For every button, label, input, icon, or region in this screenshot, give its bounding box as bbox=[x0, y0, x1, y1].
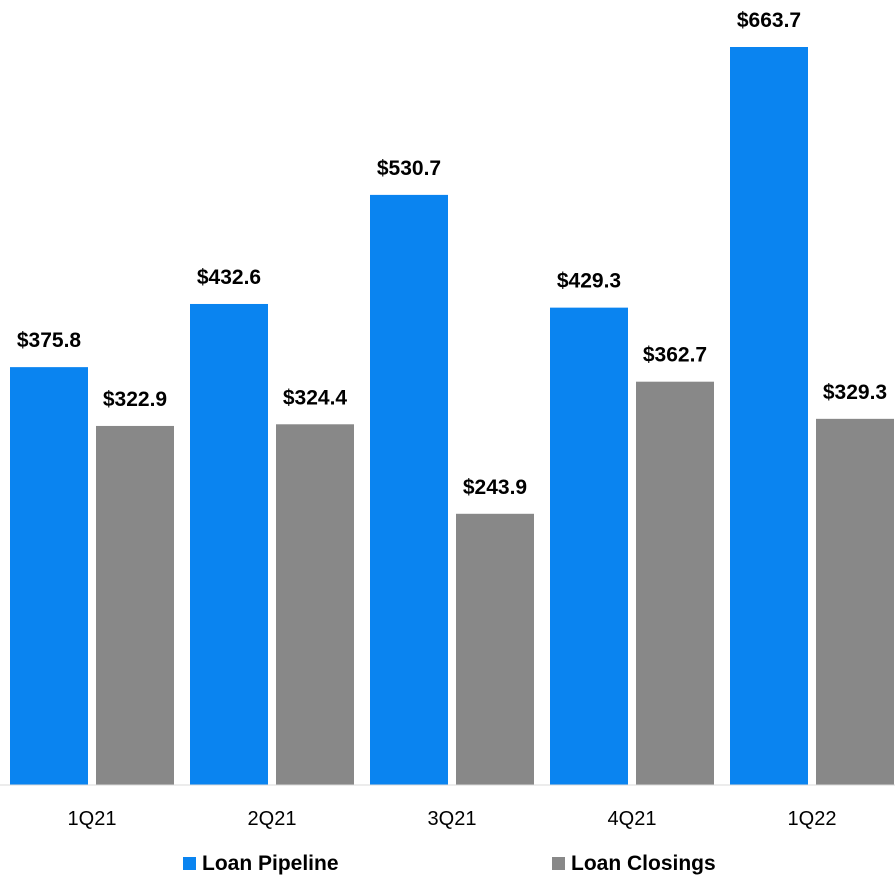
data-label-loan-closings-3q21: $243.9 bbox=[463, 476, 527, 499]
bar-loan-pipeline-2q21 bbox=[190, 303, 268, 785]
legend-label-loan-pipeline: Loan Pipeline bbox=[202, 852, 339, 875]
bar-loan-pipeline-3q21 bbox=[370, 194, 448, 785]
x-tick-1q21: 1Q21 bbox=[68, 808, 117, 830]
x-tick-labels: 1Q21 2Q21 3Q21 4Q21 1Q22 bbox=[68, 808, 837, 830]
data-label-loan-pipeline-2q21: $432.6 bbox=[197, 266, 261, 289]
data-label-loan-pipeline-3q21: $530.7 bbox=[377, 157, 441, 180]
legend-swatch-loan-closings bbox=[552, 857, 565, 870]
data-label-loan-pipeline-1q22: $663.7 bbox=[737, 9, 801, 32]
bar-loan-closings-4q21 bbox=[636, 381, 714, 785]
x-tick-3q21: 3Q21 bbox=[428, 808, 477, 830]
x-tick-2q21: 2Q21 bbox=[248, 808, 297, 830]
bar-loan-pipeline-1q21 bbox=[10, 367, 88, 785]
legend-label-loan-closings: Loan Closings bbox=[571, 852, 716, 875]
legend-swatch-loan-pipeline bbox=[183, 857, 196, 870]
data-label-loan-pipeline-1q21: $375.8 bbox=[17, 329, 82, 352]
data-label-loan-pipeline-4q21: $429.3 bbox=[557, 270, 621, 293]
data-label-loan-closings-1q22: $329.3 bbox=[823, 381, 887, 404]
bars-layer bbox=[10, 47, 894, 785]
data-label-loan-closings-2q21: $324.4 bbox=[283, 386, 348, 409]
x-tick-4q21: 4Q21 bbox=[608, 808, 657, 830]
bar-loan-closings-1q21 bbox=[96, 425, 174, 785]
bar-loan-closings-2q21 bbox=[276, 424, 354, 785]
value-labels-layer: $375.8 $322.9 $432.6 $324.4 $530.7 $243.9 $429… bbox=[17, 9, 887, 499]
bar-loan-pipeline-4q21 bbox=[550, 307, 628, 785]
bar-loan-pipeline-1q22 bbox=[730, 47, 808, 785]
bar-loan-closings-3q21 bbox=[456, 513, 534, 785]
bar-loan-closings-1q22 bbox=[816, 418, 894, 785]
legend: Loan Pipeline Loan Closings bbox=[183, 852, 716, 875]
data-label-loan-closings-1q21: $322.9 bbox=[103, 388, 167, 411]
x-tick-1q22: 1Q22 bbox=[788, 808, 837, 830]
data-label-loan-closings-4q21: $362.7 bbox=[643, 344, 707, 367]
